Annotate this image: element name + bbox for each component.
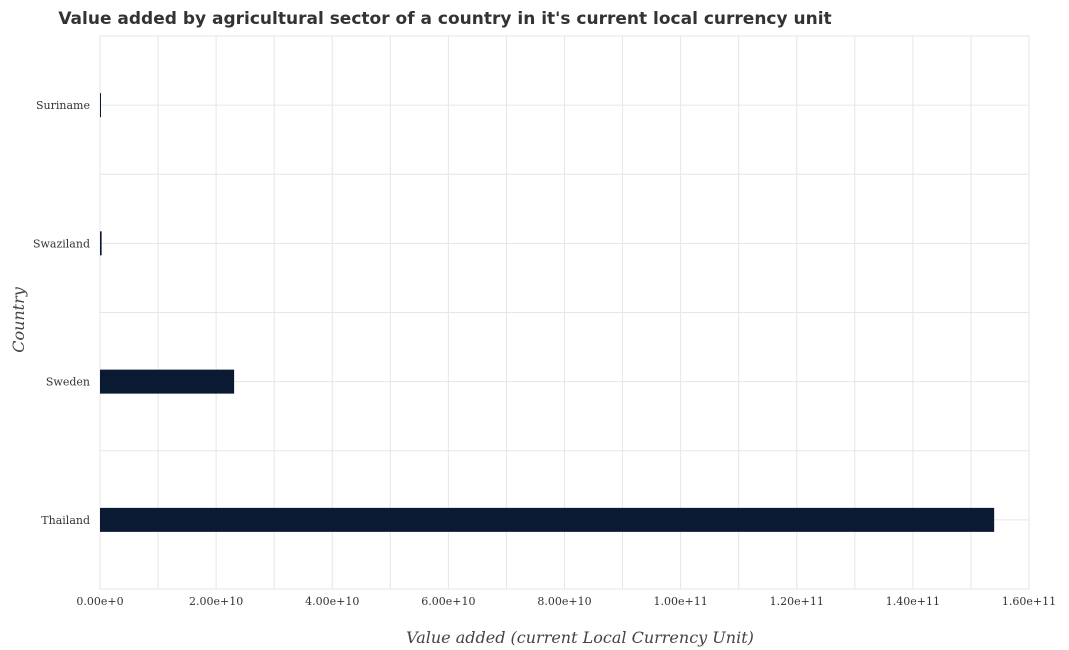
plot-frame — [99, 35, 1030, 590]
x-tick-label: 2.00e+10 — [189, 595, 243, 608]
x-tick-label: 4.00e+10 — [305, 595, 359, 608]
x-tick-label: 8.00e+10 — [537, 595, 591, 608]
bars — [100, 93, 995, 532]
y-axis-label: Country — [9, 286, 28, 353]
bar-sweden — [100, 369, 235, 394]
bar-thailand — [100, 507, 995, 532]
y-tick-label: Thailand — [41, 514, 90, 527]
y-tick-label: Swaziland — [33, 237, 90, 250]
x-tick-label: 1.00e+11 — [654, 595, 708, 608]
x-tick-labels: 0.00e+0 2.00e+10 4.00e+10 6.00e+10 8.00e+10 1… — [76, 595, 1056, 608]
x-axis-label: Value added (current Local Currency Unit… — [406, 628, 754, 647]
bar-suriname — [100, 93, 101, 118]
y-tick-label: Sweden — [46, 376, 90, 389]
x-tick-label: 1.60e+11 — [1002, 595, 1056, 608]
bar-swaziland — [100, 231, 102, 256]
y-tick-labels: Suriname Swaziland Sweden Thailand — [33, 99, 90, 527]
x-tick-label: 6.00e+10 — [421, 595, 475, 608]
y-tick-label: Suriname — [36, 99, 90, 112]
x-tick-label: 1.20e+11 — [770, 595, 824, 608]
x-tick-label: 1.40e+11 — [886, 595, 940, 608]
chart-title: Value added by agricultural sector of a … — [58, 9, 831, 29]
x-tick-label: 0.00e+0 — [76, 595, 123, 608]
grid-lines — [99, 35, 1030, 590]
